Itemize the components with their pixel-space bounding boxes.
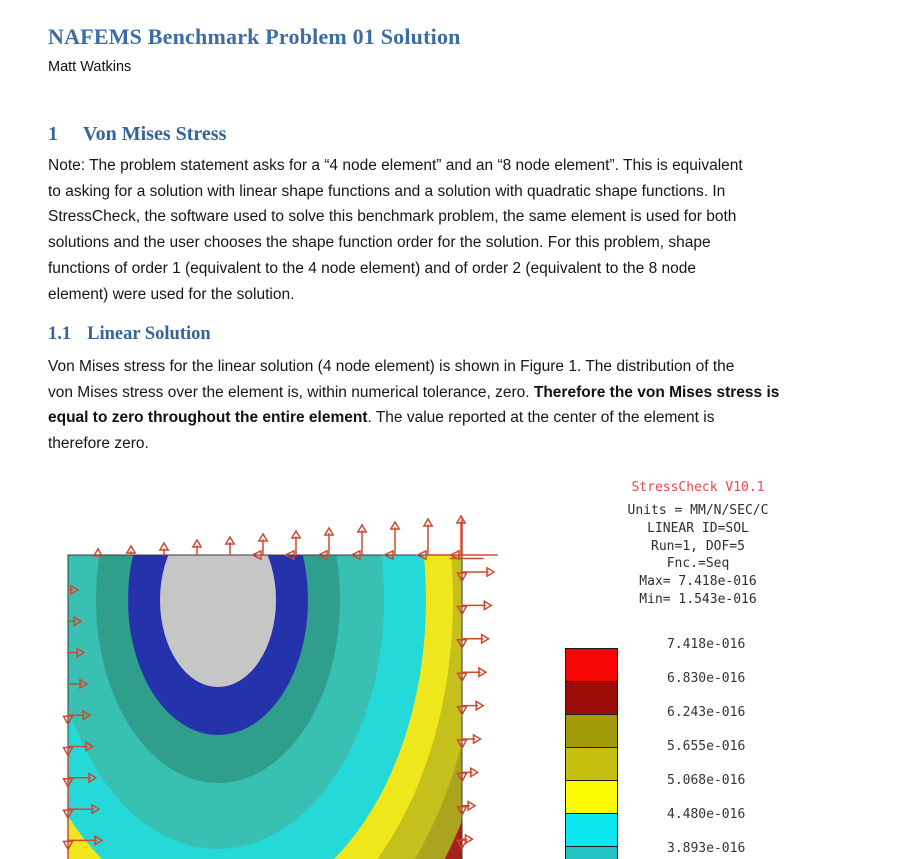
paragraph-text-pre: Von Mises stress for the linear solution… <box>48 358 735 401</box>
legend-swatch-4 <box>565 780 618 814</box>
legend-swatch-1 <box>565 681 618 715</box>
legend-value-2: 6.243e-016 <box>667 705 746 720</box>
arrow-heads <box>62 514 496 851</box>
stresscheck-version-label: StressCheck V10.1 <box>631 480 765 495</box>
contour-plot <box>62 514 498 859</box>
plot-border <box>67 554 463 859</box>
legend-value-4: 5.068e-016 <box>667 773 746 788</box>
section-1-number: 1 <box>48 123 58 145</box>
legend-swatch-3 <box>565 747 618 781</box>
plot-info-line-3: Fnc.=Seq <box>666 556 730 572</box>
legend-swatch-2 <box>565 714 618 748</box>
section-1-1-paragraph: Von Mises stress for the linear solution… <box>48 354 848 457</box>
plot-info-line-2: Run=1, DOF=5 <box>651 538 745 554</box>
legend-value-0: 7.418e-016 <box>667 637 746 652</box>
paragraph-text-post: . The value reported at the center of th… <box>48 409 715 453</box>
section-1-1-number: 1.1 <box>48 324 72 344</box>
plot-info-line-1: LINEAR ID=SOL <box>647 520 749 536</box>
plot-info-line-4: Max= 7.418e-016 <box>639 574 757 590</box>
section-1-1-heading: 1.1 Linear Solution <box>48 324 211 345</box>
plot-info-line-0: Units = MM/N/SEC/C <box>627 503 769 518</box>
plot-info-block: StressCheck V10.1 Units = MM/N/SEC/C LINE… <box>578 480 818 609</box>
plot-info-lines: Units = MM/N/SEC/C LINEAR ID=SOL Run=1, DO… <box>578 502 818 609</box>
legend-swatch-5 <box>565 813 618 847</box>
section-1-heading: 1 Von Mises Stress <box>48 123 226 146</box>
arrow-shafts <box>67 518 498 859</box>
section-1-paragraph: Note: The problem statement asks for a “… <box>48 157 743 303</box>
paragraph-text-bold: Therefore the von Mises stress is equal … <box>48 383 780 427</box>
legend-swatches <box>565 648 618 859</box>
legend-swatch-0 <box>565 648 618 682</box>
section-1-title: Von Mises Stress <box>83 123 227 145</box>
section-1-1-title: Linear Solution <box>87 324 211 344</box>
legend-swatch-6 <box>565 846 618 859</box>
legend-value-6: 3.893e-016 <box>667 841 746 856</box>
page-title: NAFEMS Benchmark Problem 01 Solution <box>48 24 461 49</box>
legend-value-3: 5.655e-016 <box>667 739 746 754</box>
contour-bands <box>68 555 462 859</box>
legend-value-5: 4.480e-016 <box>667 807 746 822</box>
legend-value-1: 6.830e-016 <box>667 671 746 686</box>
plot-info-line-5: Min= 1.543e-016 <box>639 591 757 607</box>
author-name: Matt Watkins <box>48 59 132 75</box>
load-arrows <box>62 514 498 859</box>
